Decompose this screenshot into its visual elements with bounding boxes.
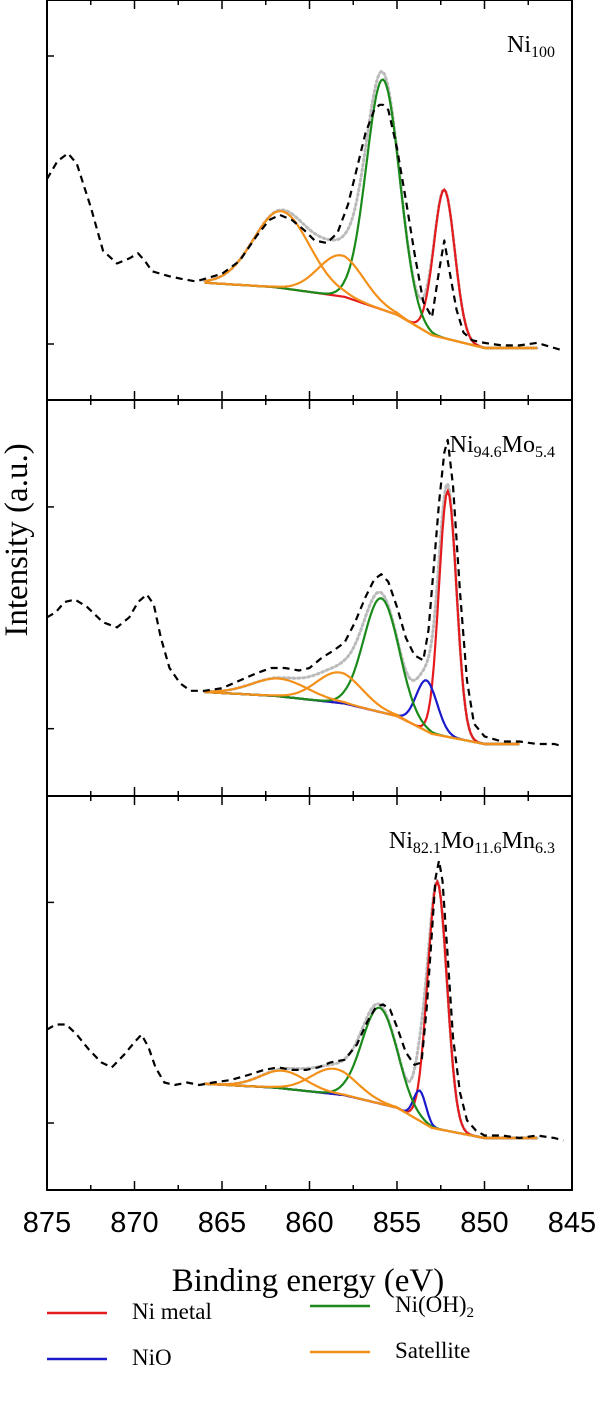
x-tick-label: 875 bbox=[23, 1207, 71, 1239]
x-tick-label: 845 bbox=[548, 1207, 596, 1239]
component-satellite-line bbox=[204, 1069, 537, 1140]
legend-label: Satellite bbox=[395, 1338, 470, 1363]
panel-label: Ni82.1Mo11.6Mn6.3 bbox=[389, 828, 555, 857]
panels: Ni100 Ni94.6Mo5.4 Ni82.1Mo11.6Mn6.3 bbox=[46, 0, 573, 1191]
component-ni-oh-2-line bbox=[204, 597, 520, 746]
legend-item: Ni(OH)2 bbox=[310, 1292, 474, 1321]
component-nio-line bbox=[204, 1082, 537, 1140]
component-satellite-line bbox=[204, 671, 520, 746]
fit-envelope-line bbox=[203, 877, 539, 1140]
fit-envelope-line bbox=[203, 481, 521, 746]
component-ni-oh-2-line bbox=[204, 1006, 537, 1140]
component-satellite-line bbox=[204, 254, 537, 350]
panel-label: Ni100 bbox=[507, 32, 555, 61]
legend-item: Satellite bbox=[310, 1338, 470, 1363]
x-axis: 875 870 865 860 855 850 845 bbox=[23, 1207, 596, 1239]
panel-label: Ni94.6Mo5.4 bbox=[450, 432, 555, 461]
x-tick-label: 860 bbox=[285, 1207, 333, 1239]
component-satellite-line bbox=[204, 1067, 537, 1140]
legend: Ni metal Ni(OH)2 NiO Satellite bbox=[47, 1292, 474, 1370]
experimental-line bbox=[46, 103, 564, 352]
y-axis-title: Intensity (a.u.) bbox=[0, 443, 35, 636]
panel-3: Ni82.1Mo11.6Mn6.3 bbox=[46, 795, 573, 1191]
panel-1: Ni100 bbox=[46, 0, 573, 401]
x-tick-label: 855 bbox=[373, 1207, 421, 1239]
legend-label: NiO bbox=[132, 1345, 172, 1370]
component-ni-metal-line bbox=[204, 188, 537, 350]
legend-item: Ni metal bbox=[47, 1299, 212, 1324]
x-tick-label: 850 bbox=[460, 1207, 508, 1239]
experimental-line bbox=[46, 438, 564, 748]
legend-label: Ni metal bbox=[132, 1299, 212, 1324]
panel-2: Ni94.6Mo5.4 bbox=[46, 399, 573, 797]
x-tick-label: 870 bbox=[110, 1207, 158, 1239]
legend-item: NiO bbox=[47, 1345, 172, 1370]
x-axis-title: Binding energy (eV) bbox=[172, 1263, 445, 1299]
legend-label: Ni(OH)2 bbox=[395, 1292, 474, 1321]
x-tick-label: 865 bbox=[198, 1207, 246, 1239]
component-satellite-line bbox=[204, 210, 537, 350]
experimental-line bbox=[46, 859, 564, 1142]
panel-frame bbox=[46, 0, 573, 401]
